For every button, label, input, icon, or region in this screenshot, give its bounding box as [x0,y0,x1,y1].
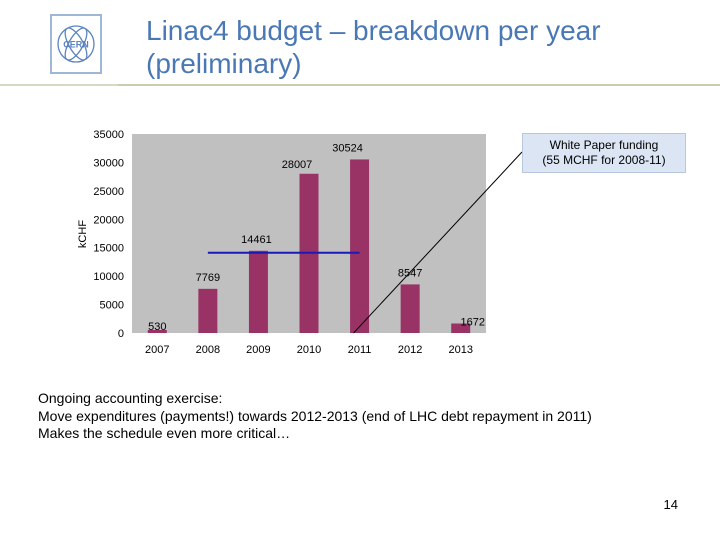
bar-2013 [451,323,471,333]
callout-line-2: (55 MCHF for 2008-11) [542,153,666,167]
bar-label-2008: 7769 [196,272,220,284]
bar-2008 [198,288,218,333]
y-tick-label: 20000 [93,214,124,226]
bar-label-2011: 30524 [332,142,363,154]
body-line-3: Makes the schedule even more critical… [38,425,291,441]
bar-2012 [400,284,420,333]
bar-label-2007: 530 [148,321,166,333]
x-tick-2009: 2009 [246,344,270,356]
x-axis-ticks: 2007 2008 2009 2010 2011 2012 2013 [145,344,473,356]
y-tick-label: 5000 [100,300,124,312]
bar-2009 [248,250,268,333]
x-tick-2008: 2008 [196,344,220,356]
x-tick-2012: 2012 [398,344,422,356]
bar-data-labels: 530 7769 14461 28007 30524 8547 1672 [148,142,485,333]
slide-body: Ongoing accounting exercise: Move expend… [38,390,698,443]
y-tick-label: 30000 [93,157,124,169]
y-tick-label: 10000 [93,271,124,283]
bar-label-2012: 8547 [398,267,422,279]
title-divider [0,84,720,86]
slide-title: Linac4 budget – breakdown per year (prel… [146,14,706,80]
bar-label-2009: 14461 [241,234,272,246]
x-tick-2013: 2013 [448,344,472,356]
bars [147,159,471,333]
cern-logo-icon: CERN [57,25,95,63]
white-paper-callout: White Paper funding (55 MCHF for 2008-11… [522,133,686,173]
bar-2007 [147,329,167,333]
bar-label-2013: 1672 [460,316,484,328]
y-axis-label: kCHF [77,220,89,248]
callout-pointer-line [353,151,523,334]
slide-title-line-1: Linac4 budget – breakdown per year [146,15,601,46]
cern-logo-text: CERN [63,40,89,50]
y-tick-label: 0 [118,328,124,340]
body-line-2: Move expenditures (payments!) towards 20… [38,407,592,424]
y-axis-ticks: 0 5000 10000 15000 20000 25000 30000 35000 [93,129,124,340]
callout-line-1: White Paper funding [549,138,659,152]
slide-title-line-2: (preliminary) [146,48,302,79]
x-tick-2007: 2007 [145,344,169,356]
bar-2011 [350,159,370,333]
y-tick-label: 35000 [93,129,124,141]
x-tick-2011: 2011 [348,344,372,356]
bar-label-2010: 28007 [282,159,313,171]
page-number: 14 [663,497,678,512]
y-tick-label: 15000 [93,243,124,255]
body-line-1: Ongoing accounting exercise: [38,390,223,406]
cern-logo: CERN [50,14,102,74]
y-tick-label: 25000 [93,186,124,198]
x-tick-2010: 2010 [297,344,321,356]
